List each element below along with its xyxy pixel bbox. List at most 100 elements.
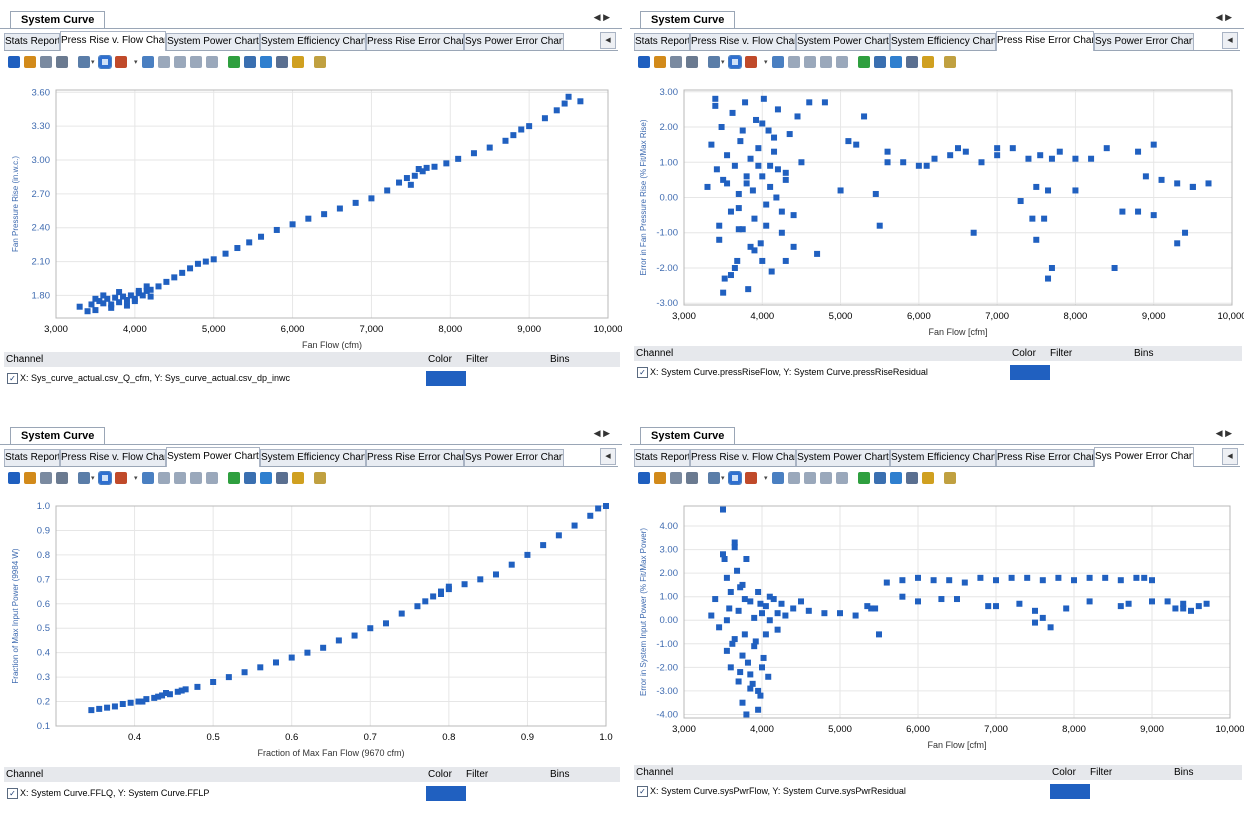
tab-scroll-left-icon[interactable]: ◀ xyxy=(1222,448,1238,465)
select-icon[interactable] xyxy=(98,55,112,69)
channel-checkbox[interactable]: ✓ xyxy=(637,367,648,378)
tab-scroll-left-icon[interactable]: ◀ xyxy=(600,448,616,465)
print-icon[interactable] xyxy=(56,472,68,484)
reset-icon[interactable] xyxy=(836,472,848,484)
open-icon[interactable] xyxy=(24,472,36,484)
channel-checkbox[interactable]: ✓ xyxy=(637,786,648,797)
document-tab[interactable]: System Curve xyxy=(10,11,106,29)
rotate-icon[interactable] xyxy=(190,56,202,68)
tab-press-rise-v-flow-chart[interactable]: Press Rise v. Flow Chart xyxy=(60,31,166,51)
list-icon[interactable] xyxy=(906,56,918,68)
grid-icon[interactable] xyxy=(708,472,720,484)
tab-system-power-chart[interactable]: System Power Chart xyxy=(796,33,890,50)
table-icon[interactable] xyxy=(260,56,272,68)
save-icon[interactable] xyxy=(638,56,650,68)
doc-nav-arrows-icon[interactable]: ◀ ▶ xyxy=(1215,12,1232,22)
tab-sys-power-error-chart[interactable]: Sys Power Error Chart xyxy=(1094,447,1194,467)
list-icon[interactable] xyxy=(276,472,288,484)
paint-icon[interactable] xyxy=(745,56,757,68)
tab-stats-report[interactable]: Stats Report xyxy=(634,449,690,466)
color-swatch[interactable] xyxy=(1050,784,1090,799)
save-icon[interactable] xyxy=(638,472,650,484)
tab-system-power-chart[interactable]: System Power Chart xyxy=(796,449,890,466)
wand-icon[interactable] xyxy=(944,56,956,68)
move-icon[interactable] xyxy=(788,472,800,484)
move-icon[interactable] xyxy=(788,56,800,68)
tab-sys-power-error-chart[interactable]: Sys Power Error Chart xyxy=(464,449,564,466)
reset-icon[interactable] xyxy=(206,472,218,484)
list-icon[interactable] xyxy=(276,56,288,68)
copy-icon[interactable] xyxy=(670,472,682,484)
open-icon[interactable] xyxy=(654,56,666,68)
print-icon[interactable] xyxy=(686,56,698,68)
dropdown-arrow-icon[interactable]: ▾ xyxy=(764,59,768,66)
tab-stats-report[interactable]: Stats Report xyxy=(4,449,60,466)
tab-stats-report[interactable]: Stats Report xyxy=(4,33,60,50)
dropdown-arrow-icon[interactable]: ▾ xyxy=(91,475,95,482)
select-icon[interactable] xyxy=(98,471,112,485)
tab-press-rise-v-flow-chart[interactable]: Press Rise v. Flow Chart xyxy=(690,33,796,50)
color-swatch[interactable] xyxy=(1010,365,1050,380)
tab-system-power-chart[interactable]: System Power Chart xyxy=(166,33,260,50)
dropdown-arrow-icon[interactable]: ▾ xyxy=(721,475,725,482)
move-icon[interactable] xyxy=(158,472,170,484)
channel-checkbox[interactable]: ✓ xyxy=(7,788,18,799)
rotate-icon[interactable] xyxy=(820,472,832,484)
pan-icon[interactable] xyxy=(804,472,816,484)
chart-icon[interactable] xyxy=(858,56,870,68)
pan-icon[interactable] xyxy=(804,56,816,68)
3d-icon[interactable] xyxy=(772,472,784,484)
copy-icon[interactable] xyxy=(40,56,52,68)
select-icon[interactable] xyxy=(728,471,742,485)
tab-system-efficiency-chart[interactable]: System Efficiency Chart xyxy=(260,449,366,466)
color-swatch[interactable] xyxy=(426,371,466,386)
tab-press-rise-error-chart[interactable]: Press Rise Error Chart xyxy=(996,449,1094,466)
table-icon[interactable] xyxy=(890,56,902,68)
table-icon[interactable] xyxy=(260,472,272,484)
tab-scroll-left-icon[interactable]: ◀ xyxy=(1222,32,1238,49)
tab-sys-power-error-chart[interactable]: Sys Power Error Chart xyxy=(464,33,564,50)
3d-icon[interactable] xyxy=(142,56,154,68)
tab-press-rise-v-flow-chart[interactable]: Press Rise v. Flow Chart xyxy=(690,449,796,466)
open-icon[interactable] xyxy=(654,472,666,484)
wand-icon[interactable] xyxy=(314,56,326,68)
zoom-icon[interactable] xyxy=(292,56,304,68)
tab-press-rise-error-chart[interactable]: Press Rise Error Chart xyxy=(366,33,464,50)
copy-icon[interactable] xyxy=(670,56,682,68)
document-tab[interactable]: System Curve xyxy=(10,427,106,445)
save-icon[interactable] xyxy=(8,472,20,484)
tab-system-efficiency-chart[interactable]: System Efficiency Chart xyxy=(260,33,366,50)
move-icon[interactable] xyxy=(158,56,170,68)
grid-icon[interactable] xyxy=(78,472,90,484)
abc-icon[interactable] xyxy=(244,56,256,68)
tab-press-rise-v-flow-chart[interactable]: Press Rise v. Flow Chart xyxy=(60,449,166,466)
print-icon[interactable] xyxy=(686,472,698,484)
pan-icon[interactable] xyxy=(174,56,186,68)
copy-icon[interactable] xyxy=(40,472,52,484)
zoom-icon[interactable] xyxy=(922,472,934,484)
list-icon[interactable] xyxy=(906,472,918,484)
print-icon[interactable] xyxy=(56,56,68,68)
rotate-icon[interactable] xyxy=(820,56,832,68)
paint-icon[interactable] xyxy=(115,56,127,68)
chart-icon[interactable] xyxy=(858,472,870,484)
document-tab[interactable]: System Curve xyxy=(640,11,736,29)
rotate-icon[interactable] xyxy=(190,472,202,484)
grid-icon[interactable] xyxy=(78,56,90,68)
grid-icon[interactable] xyxy=(708,56,720,68)
dropdown-arrow-icon[interactable]: ▾ xyxy=(91,59,95,66)
tab-sys-power-error-chart[interactable]: Sys Power Error Chart xyxy=(1094,33,1194,50)
dropdown-arrow-icon[interactable]: ▾ xyxy=(134,475,138,482)
tab-press-rise-error-chart[interactable]: Press Rise Error Chart xyxy=(996,31,1094,51)
document-tab[interactable]: System Curve xyxy=(640,427,736,445)
dropdown-arrow-icon[interactable]: ▾ xyxy=(134,59,138,66)
abc-icon[interactable] xyxy=(874,472,886,484)
pan-icon[interactable] xyxy=(174,472,186,484)
doc-nav-arrows-icon[interactable]: ◀ ▶ xyxy=(593,428,610,438)
tab-system-efficiency-chart[interactable]: System Efficiency Chart xyxy=(890,449,996,466)
paint-icon[interactable] xyxy=(745,472,757,484)
chart-icon[interactable] xyxy=(228,472,240,484)
abc-icon[interactable] xyxy=(874,56,886,68)
wand-icon[interactable] xyxy=(944,472,956,484)
table-icon[interactable] xyxy=(890,472,902,484)
